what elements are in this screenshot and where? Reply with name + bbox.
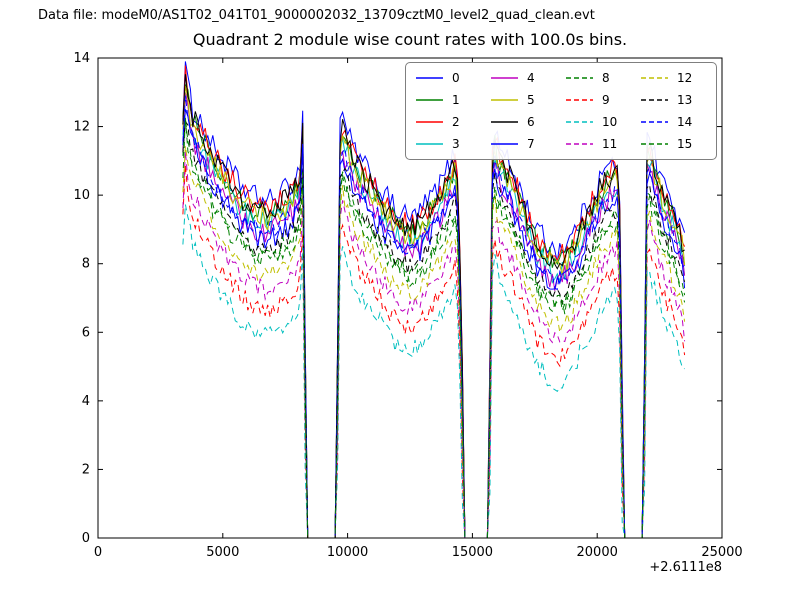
legend-item-4: 4 bbox=[491, 68, 556, 88]
data-file-label: Data file: modeM0/AS1T02_041T01_90000020… bbox=[38, 8, 595, 23]
legend-label: 4 bbox=[527, 71, 535, 85]
series-line-9 bbox=[182, 165, 686, 539]
series-line-1 bbox=[182, 83, 686, 539]
legend-line-sample bbox=[416, 143, 443, 145]
legend-item-8: 8 bbox=[566, 68, 631, 88]
x-axis-offset-label: +2.6111e8 bbox=[649, 560, 722, 575]
axes-box bbox=[97, 57, 723, 539]
series-line-5 bbox=[182, 85, 686, 539]
legend-label: 3 bbox=[452, 137, 460, 151]
series-line-12 bbox=[182, 146, 686, 539]
legend-line-sample bbox=[566, 99, 593, 101]
series-line-0 bbox=[182, 61, 686, 539]
x-tick-label: 0 bbox=[94, 545, 102, 560]
series-line-6 bbox=[182, 74, 685, 539]
legend-line-sample bbox=[641, 143, 668, 145]
y-tick-label: 6 bbox=[82, 325, 90, 340]
legend-item-3: 3 bbox=[416, 134, 481, 154]
legend-item-13: 13 bbox=[641, 90, 706, 110]
legend: 0 1 2 3 4 5 6 7 8 9 10 11 12 13 14 15 bbox=[405, 62, 717, 160]
legend-item-0: 0 bbox=[416, 68, 481, 88]
legend-line-sample bbox=[641, 99, 668, 101]
legend-line-sample bbox=[416, 121, 443, 123]
legend-line-sample bbox=[491, 99, 518, 101]
y-tick-label: 12 bbox=[73, 120, 90, 135]
legend-item-7: 7 bbox=[491, 134, 556, 154]
legend-item-14: 14 bbox=[641, 112, 706, 132]
series-line-10 bbox=[182, 204, 685, 539]
legend-label: 10 bbox=[602, 115, 618, 129]
legend-item-9: 9 bbox=[566, 90, 631, 110]
legend-label: 11 bbox=[602, 137, 618, 151]
legend-label: 2 bbox=[452, 115, 460, 129]
series-line-4 bbox=[182, 92, 686, 539]
legend-label: 14 bbox=[677, 115, 693, 129]
legend-line-sample bbox=[491, 121, 518, 123]
x-tick-label: 5000 bbox=[206, 545, 239, 560]
legend-item-10: 10 bbox=[566, 112, 631, 132]
legend-label: 15 bbox=[677, 137, 693, 151]
legend-label: 1 bbox=[452, 93, 460, 107]
legend-line-sample bbox=[491, 77, 518, 79]
y-tick-label: 8 bbox=[82, 257, 90, 272]
legend-label: 0 bbox=[452, 71, 460, 85]
series-line-8 bbox=[182, 118, 686, 539]
x-tick-label: 10000 bbox=[327, 545, 368, 560]
legend-line-sample bbox=[416, 99, 443, 101]
series-line-14 bbox=[182, 95, 685, 539]
x-tick-label: 15000 bbox=[452, 545, 493, 560]
legend-label: 12 bbox=[677, 71, 693, 85]
legend-item-5: 5 bbox=[491, 90, 556, 110]
legend-label: 8 bbox=[602, 71, 610, 85]
legend-item-2: 2 bbox=[416, 112, 481, 132]
legend-line-sample bbox=[641, 121, 668, 123]
legend-item-12: 12 bbox=[641, 68, 706, 88]
legend-line-sample bbox=[416, 77, 443, 79]
y-tick-label: 0 bbox=[82, 531, 90, 546]
legend-label: 6 bbox=[527, 115, 535, 129]
legend-item-11: 11 bbox=[566, 134, 631, 154]
legend-label: 5 bbox=[527, 93, 535, 107]
x-tick-label: 20000 bbox=[577, 545, 618, 560]
y-tick-label: 14 bbox=[73, 51, 90, 66]
legend-item-15: 15 bbox=[641, 134, 706, 154]
x-axis: 0 5000 10000 15000 20000 25000 bbox=[94, 58, 743, 560]
y-tick-label: 10 bbox=[73, 188, 90, 203]
legend-line-sample bbox=[566, 143, 593, 145]
legend-line-sample bbox=[566, 77, 593, 79]
series-line-7 bbox=[182, 109, 686, 539]
legend-label: 7 bbox=[527, 137, 535, 151]
series-line-2 bbox=[182, 65, 686, 539]
chart-title: Quadrant 2 module wise count rates with … bbox=[192, 30, 628, 49]
x-tick-label: 25000 bbox=[701, 545, 742, 560]
legend-label: 9 bbox=[602, 93, 610, 107]
y-tick-label: 2 bbox=[82, 462, 90, 477]
legend-line-sample bbox=[641, 77, 668, 79]
legend-label: 13 bbox=[677, 93, 693, 107]
series-line-13 bbox=[182, 119, 686, 539]
series-line-15 bbox=[182, 117, 686, 539]
legend-line-sample bbox=[566, 121, 593, 123]
series-group bbox=[182, 61, 686, 539]
y-tick-label: 4 bbox=[82, 394, 90, 409]
legend-item-1: 1 bbox=[416, 90, 481, 110]
legend-item-6: 6 bbox=[491, 112, 556, 132]
legend-line-sample bbox=[491, 143, 518, 145]
